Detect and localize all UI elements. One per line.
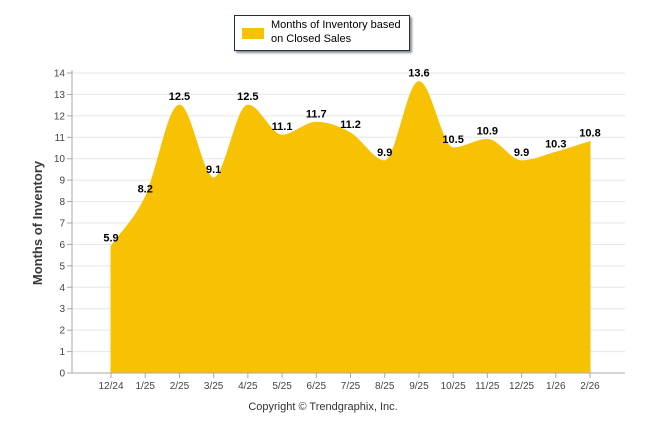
y-axis-title: Months of Inventory xyxy=(30,160,45,285)
y-tick-label: 1 xyxy=(59,347,65,358)
x-tick-label: 2/25 xyxy=(170,381,190,392)
data-label: 12.5 xyxy=(237,91,258,103)
data-label: 5.9 xyxy=(103,233,118,245)
y-tick-label: 11 xyxy=(55,133,66,144)
data-label: 12.5 xyxy=(169,91,190,103)
x-tick-label: 11/25 xyxy=(475,381,500,392)
data-label: 10.8 xyxy=(579,128,600,140)
data-label: 10.3 xyxy=(545,138,566,150)
legend-label: Months of Inventory based on Closed Sale… xyxy=(271,19,401,45)
y-tick-label: 4 xyxy=(59,283,65,294)
y-tick-label: 7 xyxy=(59,219,65,230)
y-tick-label: 9 xyxy=(59,176,65,187)
y-tick-label: 10 xyxy=(54,154,66,165)
x-tick-label: 6/25 xyxy=(307,381,327,392)
x-tick-label: 9/25 xyxy=(409,381,429,392)
x-tick-label: 12/24 xyxy=(98,381,123,392)
data-label: 13.6 xyxy=(408,68,429,80)
x-tick-label: 2/26 xyxy=(580,381,600,392)
data-label: 8.2 xyxy=(138,183,153,195)
copyright-text: Copyright © Trendgraphix, Inc. xyxy=(248,401,398,413)
data-label: 10.5 xyxy=(442,134,463,146)
x-tick-label: 8/25 xyxy=(375,381,395,392)
x-tick-label: 3/25 xyxy=(204,381,224,392)
data-label: 11.1 xyxy=(272,121,293,133)
x-tick-label: 1/25 xyxy=(135,381,155,392)
data-label: 9.9 xyxy=(514,147,529,159)
data-label: 10.9 xyxy=(477,125,498,137)
data-labels: 5.9 8.2 12.5 9.1 12.5 11.1 11.7 11.2 9.9 13.6 10.5… xyxy=(103,68,600,245)
y-tick-label: 3 xyxy=(59,304,65,315)
x-tick-label: 7/25 xyxy=(341,381,361,392)
y-tick-label: 12 xyxy=(54,111,66,122)
data-label: 9.9 xyxy=(377,147,392,159)
series-area-layer xyxy=(110,81,591,374)
y-tick-label: 13 xyxy=(54,90,66,101)
data-label: 9.1 xyxy=(206,164,221,176)
legend[interactable]: Months of Inventory based on Closed Sale… xyxy=(234,15,410,51)
y-tick-label: 8 xyxy=(59,197,65,208)
x-tick-label: 1/26 xyxy=(546,381,566,392)
x-tick-label: 12/25 xyxy=(509,381,534,392)
series-area xyxy=(110,81,591,374)
x-tick-label: 4/25 xyxy=(238,381,258,392)
y-tick-label: 0 xyxy=(59,369,65,380)
y-tick-label: 5 xyxy=(59,261,65,272)
y-tick-label: 2 xyxy=(59,326,65,337)
data-label: 11.2 xyxy=(340,119,361,131)
x-tick-label: 10/25 xyxy=(441,381,466,392)
legend-swatch xyxy=(242,28,264,39)
y-tick-label: 14 xyxy=(54,69,66,80)
data-label: 11.7 xyxy=(306,108,327,120)
y-tick-label: 6 xyxy=(59,240,65,251)
x-tick-label: 5/25 xyxy=(272,381,292,392)
